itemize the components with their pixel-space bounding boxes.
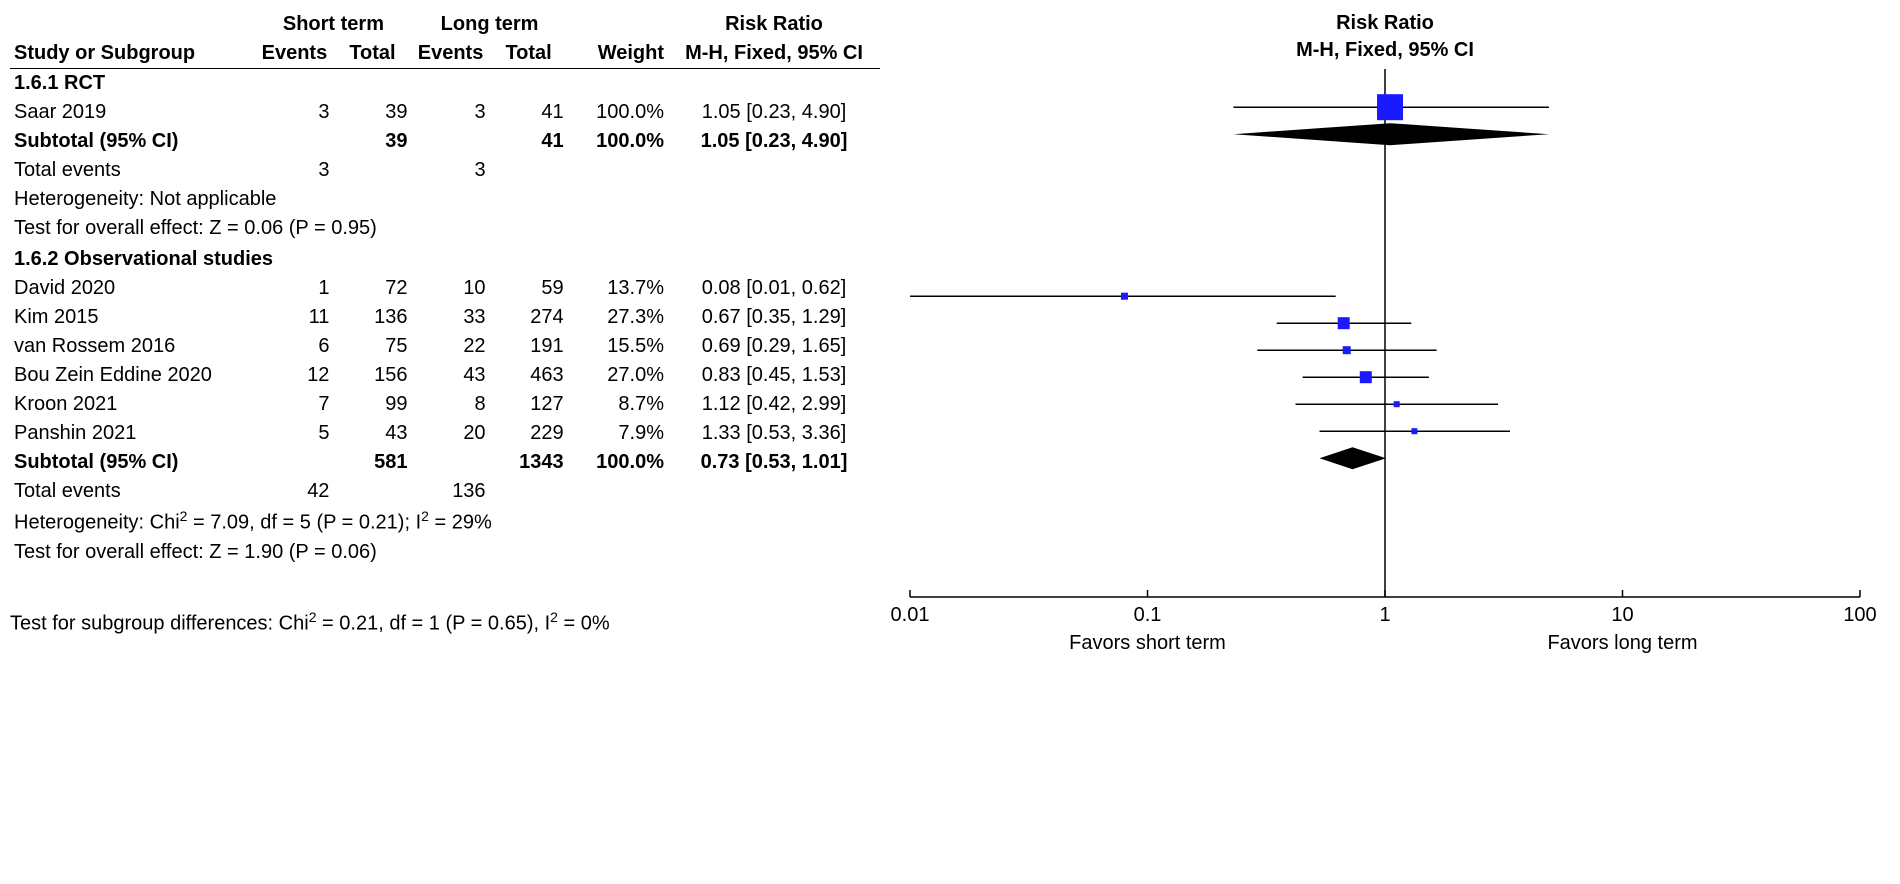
table-row: Test for overall effect: Z = 1.90 (P = 0…: [10, 538, 880, 567]
hdr-weight: Weight: [568, 39, 668, 69]
svg-text:100: 100: [1843, 604, 1876, 626]
table-row: 1.6.1 RCT: [10, 69, 880, 99]
table-row: 1.6.2 Observational studies: [10, 245, 880, 274]
hdr-total1: Total: [333, 39, 411, 69]
forest-plot-container: Short term Long term Risk Ratio Study or…: [10, 10, 1890, 635]
hdr-events2: Events: [412, 39, 490, 69]
table-row: Total events42136: [10, 477, 880, 506]
header-row-1: Short term Long term Risk Ratio: [10, 10, 880, 39]
table-row: Test for overall effect: Z = 0.06 (P = 0…: [10, 214, 880, 243]
svg-text:Favors short term: Favors short term: [1069, 632, 1226, 654]
table-row: Kroon 202179981278.7%1.12 [0.42, 2.99]: [10, 390, 880, 419]
forest-plot-svg: 0.01 0.1 1 10 100 Favors short term Favors lon…: [880, 10, 1890, 667]
forest-plot-area: Risk Ratio M-H, Fixed, 95% CI 0.010.1110…: [880, 10, 1890, 880]
hdr-risk-ratio: Risk Ratio: [668, 10, 880, 39]
forest-table: Short term Long term Risk Ratio Study or…: [10, 10, 880, 569]
table-row: Subtotal (95% CI)5811343100.0%0.73 [0.53…: [10, 448, 880, 477]
svg-text:Favors long term: Favors long term: [1547, 632, 1697, 654]
table-row: Heterogeneity: Not applicable: [10, 185, 880, 214]
svg-text:0.1: 0.1: [1134, 604, 1162, 626]
table-row: David 2020172105913.7%0.08 [0.01, 0.62]: [10, 274, 880, 303]
table-row: van Rossem 20166752219115.5%0.69 [0.29, …: [10, 332, 880, 361]
svg-text:10: 10: [1611, 604, 1633, 626]
hdr-short-term: Short term: [255, 10, 411, 39]
hdr-total2: Total: [490, 39, 568, 69]
header-row-2: Study or Subgroup Events Total Events To…: [10, 39, 880, 69]
table-row: Bou Zein Eddine 2020121564346327.0%0.83 …: [10, 361, 880, 390]
table-row: [10, 567, 880, 569]
table-row: Heterogeneity: Chi2 = 7.09, df = 5 (P = …: [10, 506, 880, 538]
table-row: Total events33: [10, 156, 880, 185]
table-row: Kim 2015111363327427.3%0.67 [0.35, 1.29]: [10, 303, 880, 332]
table-row: Panshin 2021543202297.9%1.33 [0.53, 3.36…: [10, 419, 880, 448]
hdr-study: Study or Subgroup: [10, 39, 255, 69]
hdr-long-term: Long term: [412, 10, 568, 39]
table-row: Subtotal (95% CI)3941100.0%1.05 [0.23, 4…: [10, 127, 880, 156]
svg-text:0.01: 0.01: [891, 604, 930, 626]
svg-text:1: 1: [1379, 604, 1390, 626]
hdr-rr-sub: M-H, Fixed, 95% CI: [668, 39, 880, 69]
hdr-events1: Events: [255, 39, 333, 69]
table-row: Saar 2019339341100.0%1.05 [0.23, 4.90]: [10, 98, 880, 127]
